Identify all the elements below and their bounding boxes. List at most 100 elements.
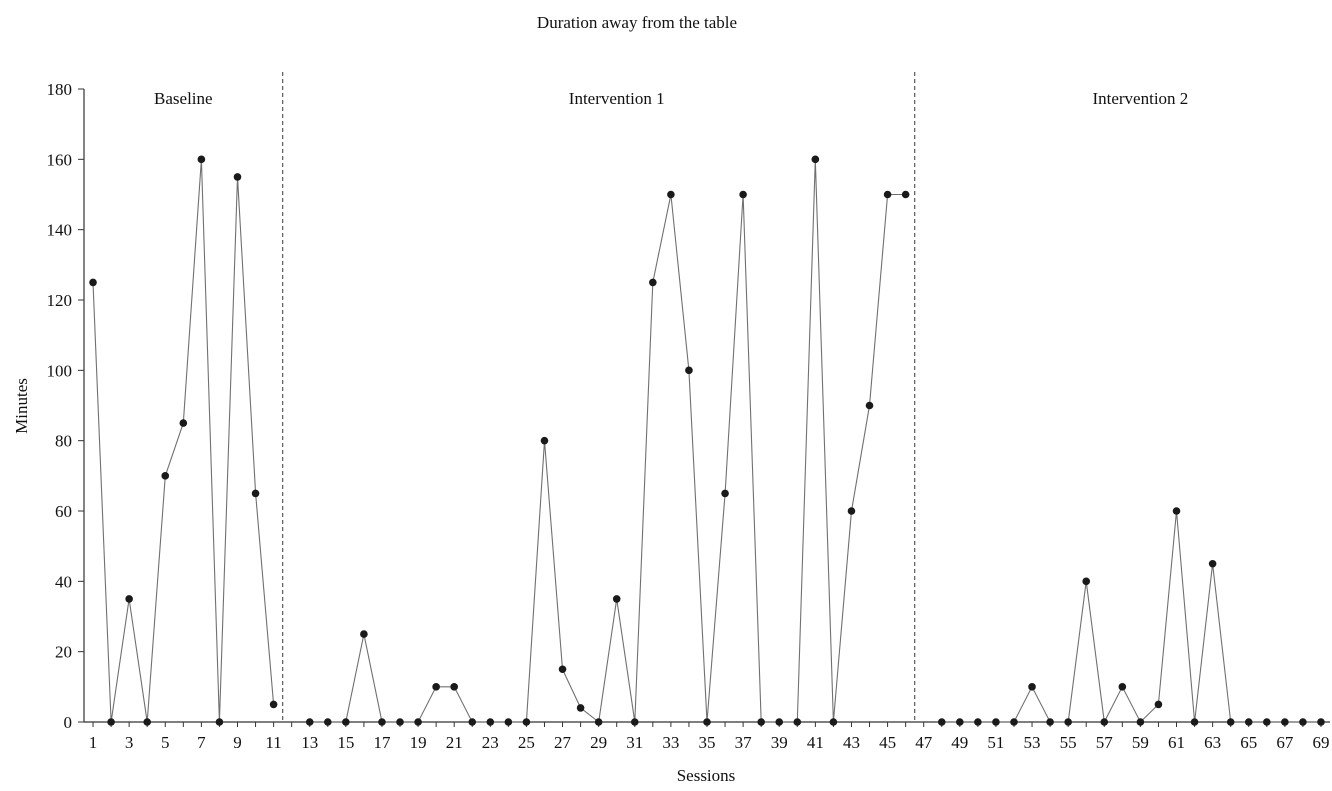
series-line-segment — [92, 159, 275, 723]
x-tick-label: 69 — [1312, 733, 1329, 752]
x-tick-label: 9 — [233, 733, 242, 752]
x-tick-label: 47 — [915, 733, 933, 752]
data-point — [89, 278, 97, 287]
x-tick-label: 7 — [197, 733, 206, 752]
x-tick-label: 15 — [337, 733, 354, 752]
data-point — [630, 718, 639, 726]
data-point — [396, 718, 404, 726]
y-tick-label: 60 — [55, 502, 72, 521]
data-point — [1118, 683, 1127, 691]
data-point — [775, 718, 784, 726]
data-point — [251, 489, 260, 498]
data-point — [1154, 700, 1163, 709]
x-tick-label: 41 — [807, 733, 824, 752]
x-tick-label: 35 — [699, 733, 716, 752]
data-point — [667, 190, 675, 199]
data-point — [107, 718, 115, 726]
x-tick-label: 67 — [1276, 733, 1294, 752]
data-point — [992, 718, 1000, 726]
data-point — [468, 718, 477, 726]
series-lines — [92, 159, 1321, 724]
data-point — [558, 665, 567, 674]
x-tick-label: 17 — [373, 733, 391, 752]
data-point — [1028, 683, 1036, 691]
data-point — [757, 718, 765, 726]
x-tick-label: 49 — [951, 733, 968, 752]
data-point — [1136, 718, 1145, 726]
y-tick-label: 100 — [47, 361, 73, 380]
data-point — [883, 190, 892, 199]
x-tick-label: 5 — [161, 733, 170, 752]
y-tick-label: 180 — [47, 80, 73, 99]
series-line-segment — [941, 510, 1321, 724]
x-tick-label: 37 — [735, 733, 753, 752]
phase-label: Intervention 2 — [1092, 89, 1188, 108]
data-point — [125, 595, 133, 603]
data-point — [865, 401, 874, 410]
x-tick-label: 43 — [843, 733, 860, 752]
data-point — [1317, 718, 1325, 726]
data-point — [1046, 718, 1054, 726]
data-point — [974, 718, 982, 726]
series-line-segment — [309, 159, 906, 724]
y-tick-label: 40 — [55, 572, 72, 591]
data-point — [1082, 577, 1091, 586]
y-axis-label: Minutes — [12, 378, 31, 434]
data-point — [594, 718, 603, 726]
data-point — [143, 718, 152, 726]
phase-change-lines — [281, 72, 916, 722]
data-point — [1064, 718, 1072, 726]
data-point — [829, 718, 838, 726]
data-point — [703, 718, 711, 726]
data-point — [215, 718, 224, 726]
data-point — [956, 718, 964, 726]
data-point — [342, 718, 350, 726]
data-point — [721, 489, 729, 498]
data-point — [161, 472, 170, 480]
data-point — [612, 595, 621, 603]
x-tick-label: 63 — [1204, 733, 1221, 752]
data-point — [685, 366, 693, 375]
series-points — [89, 155, 1325, 726]
x-tick-label: 21 — [446, 733, 463, 752]
data-point — [1262, 718, 1271, 726]
data-point — [1172, 507, 1181, 515]
data-point — [1299, 718, 1307, 726]
data-point — [450, 683, 458, 691]
data-point — [323, 718, 332, 726]
x-axis-ticks: 1 3 5 7 9 11 13 15 17 19 21 23 25 27 29 31 33 35 37 39 41 43 4… — [89, 722, 1329, 752]
data-point — [1010, 718, 1018, 726]
x-tick-label: 65 — [1240, 733, 1257, 752]
data-point — [793, 718, 802, 726]
y-tick-label: 120 — [47, 291, 73, 310]
axes — [83, 89, 1330, 723]
x-tick-label: 57 — [1096, 733, 1114, 752]
y-tick-label: 160 — [47, 150, 73, 169]
data-point — [486, 718, 495, 726]
y-tick-label: 20 — [55, 643, 72, 662]
data-point — [1281, 718, 1289, 726]
data-point — [378, 718, 386, 726]
data-point — [1226, 718, 1235, 726]
x-tick-label: 51 — [987, 733, 1004, 752]
data-point — [504, 718, 513, 726]
y-tick-label: 140 — [47, 221, 73, 240]
x-tick-label: 11 — [265, 733, 281, 752]
y-tick-label: 80 — [55, 432, 72, 451]
data-point — [305, 718, 314, 726]
chart-title: Duration away from the table — [537, 13, 737, 32]
data-point — [847, 507, 856, 515]
data-point — [1100, 718, 1109, 726]
x-tick-label: 31 — [626, 733, 643, 752]
x-tick-label: 25 — [518, 733, 535, 752]
phase-labels: Baseline Intervention 1 Intervention 2 — [154, 89, 1188, 108]
data-point — [901, 190, 910, 199]
x-tick-label: 29 — [590, 733, 607, 752]
data-point — [649, 278, 657, 287]
x-tick-label: 53 — [1024, 733, 1041, 752]
data-point — [269, 700, 278, 709]
data-point — [811, 155, 820, 164]
phase-label: Baseline — [154, 89, 213, 108]
x-tick-label: 45 — [879, 733, 896, 752]
data-point — [1208, 559, 1217, 568]
